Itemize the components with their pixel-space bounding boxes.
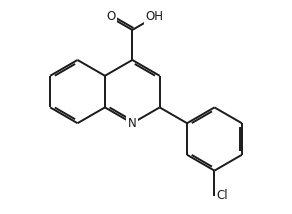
Text: OH: OH xyxy=(145,10,164,23)
Text: Cl: Cl xyxy=(216,189,228,202)
Text: N: N xyxy=(128,117,137,130)
Text: O: O xyxy=(106,10,115,23)
